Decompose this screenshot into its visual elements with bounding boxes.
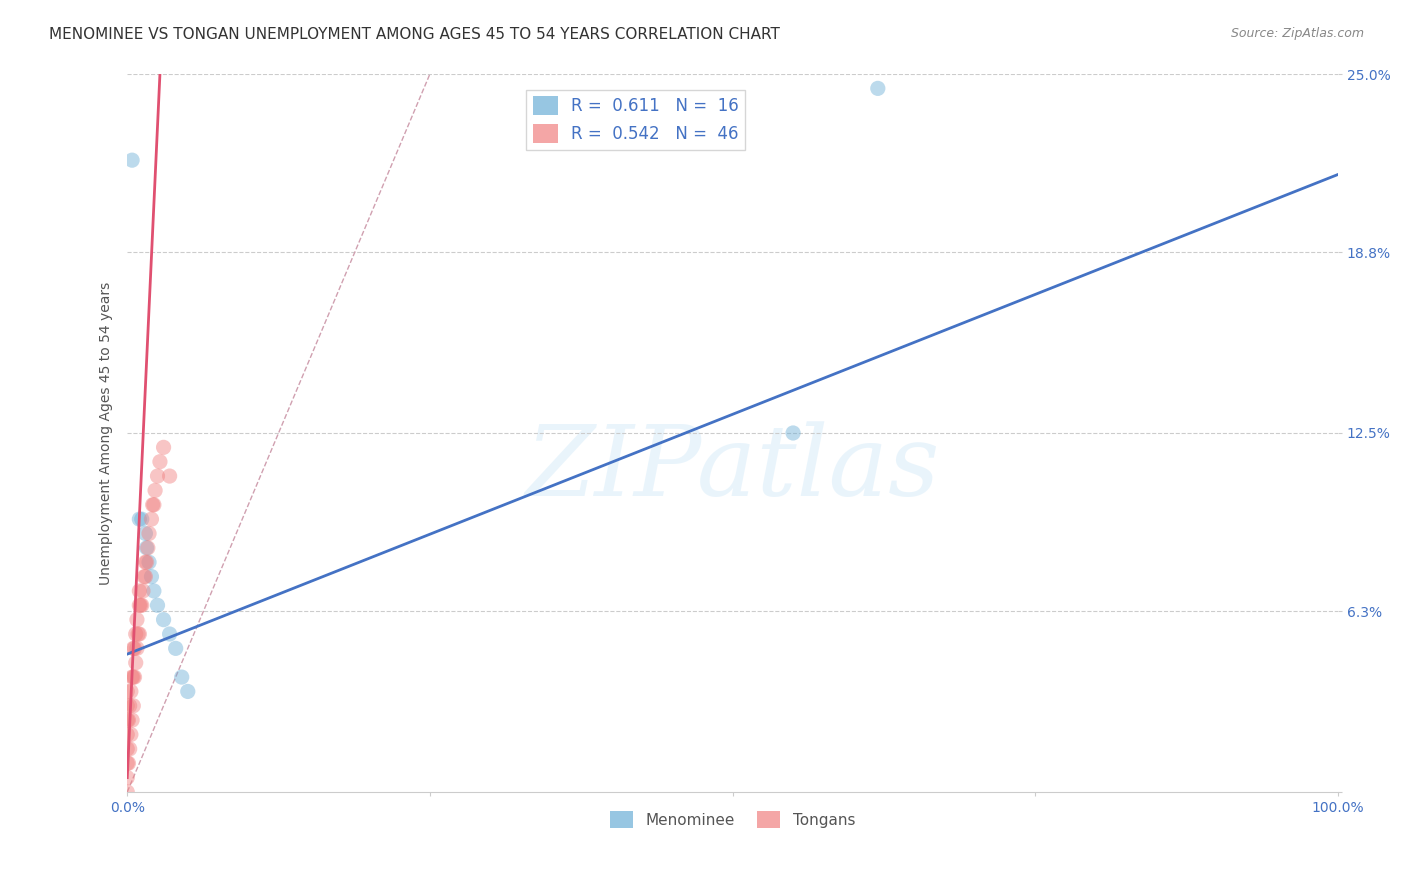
Point xyxy=(125,627,148,641)
Point xyxy=(128,627,150,641)
Point xyxy=(134,569,156,583)
Legend: Menominee, Tongans: Menominee, Tongans xyxy=(605,805,862,835)
Point xyxy=(124,641,146,656)
Point xyxy=(128,512,150,526)
Point xyxy=(120,684,142,698)
Point xyxy=(159,627,181,641)
Point xyxy=(134,569,156,583)
Point xyxy=(117,742,139,756)
Point xyxy=(146,599,169,613)
Point xyxy=(117,684,139,698)
Point xyxy=(117,771,139,785)
Point xyxy=(121,670,143,684)
Point xyxy=(149,455,172,469)
Point xyxy=(129,599,152,613)
Point xyxy=(121,713,143,727)
Point xyxy=(152,441,174,455)
Point xyxy=(117,698,139,713)
Point xyxy=(135,555,157,569)
Point xyxy=(117,785,139,799)
Point xyxy=(122,670,145,684)
Point xyxy=(177,684,200,698)
Point xyxy=(141,569,163,583)
Text: ZIPatlas: ZIPatlas xyxy=(526,421,939,516)
Point xyxy=(125,656,148,670)
Point xyxy=(866,81,889,95)
Point xyxy=(138,555,160,569)
Point xyxy=(134,555,156,569)
Y-axis label: Unemployment Among Ages 45 to 54 years: Unemployment Among Ages 45 to 54 years xyxy=(100,281,114,584)
Point xyxy=(165,641,187,656)
Point xyxy=(120,727,142,741)
Point xyxy=(128,599,150,613)
Point xyxy=(117,713,139,727)
Point xyxy=(127,627,149,641)
Point xyxy=(118,742,141,756)
Point xyxy=(121,153,143,168)
Point xyxy=(782,425,804,440)
Point xyxy=(125,641,148,656)
Point xyxy=(132,583,155,598)
Point xyxy=(136,541,159,555)
Point xyxy=(117,756,139,771)
Point xyxy=(138,526,160,541)
Point xyxy=(135,541,157,555)
Text: MENOMINEE VS TONGAN UNEMPLOYMENT AMONG AGES 45 TO 54 YEARS CORRELATION CHART: MENOMINEE VS TONGAN UNEMPLOYMENT AMONG A… xyxy=(49,27,780,42)
Point xyxy=(117,713,139,727)
Point xyxy=(146,469,169,483)
Point xyxy=(131,599,153,613)
Point xyxy=(117,727,139,741)
Point xyxy=(128,583,150,598)
Point xyxy=(142,583,165,598)
Point xyxy=(141,512,163,526)
Text: Source: ZipAtlas.com: Source: ZipAtlas.com xyxy=(1230,27,1364,40)
Point xyxy=(142,498,165,512)
Point xyxy=(134,526,156,541)
Point xyxy=(122,641,145,656)
Point xyxy=(124,670,146,684)
Point xyxy=(118,698,141,713)
Point xyxy=(170,670,193,684)
Point xyxy=(152,613,174,627)
Point xyxy=(159,469,181,483)
Point xyxy=(142,498,165,512)
Point xyxy=(131,512,153,526)
Point xyxy=(122,698,145,713)
Point xyxy=(125,613,148,627)
Point xyxy=(117,756,139,771)
Point xyxy=(143,483,166,498)
